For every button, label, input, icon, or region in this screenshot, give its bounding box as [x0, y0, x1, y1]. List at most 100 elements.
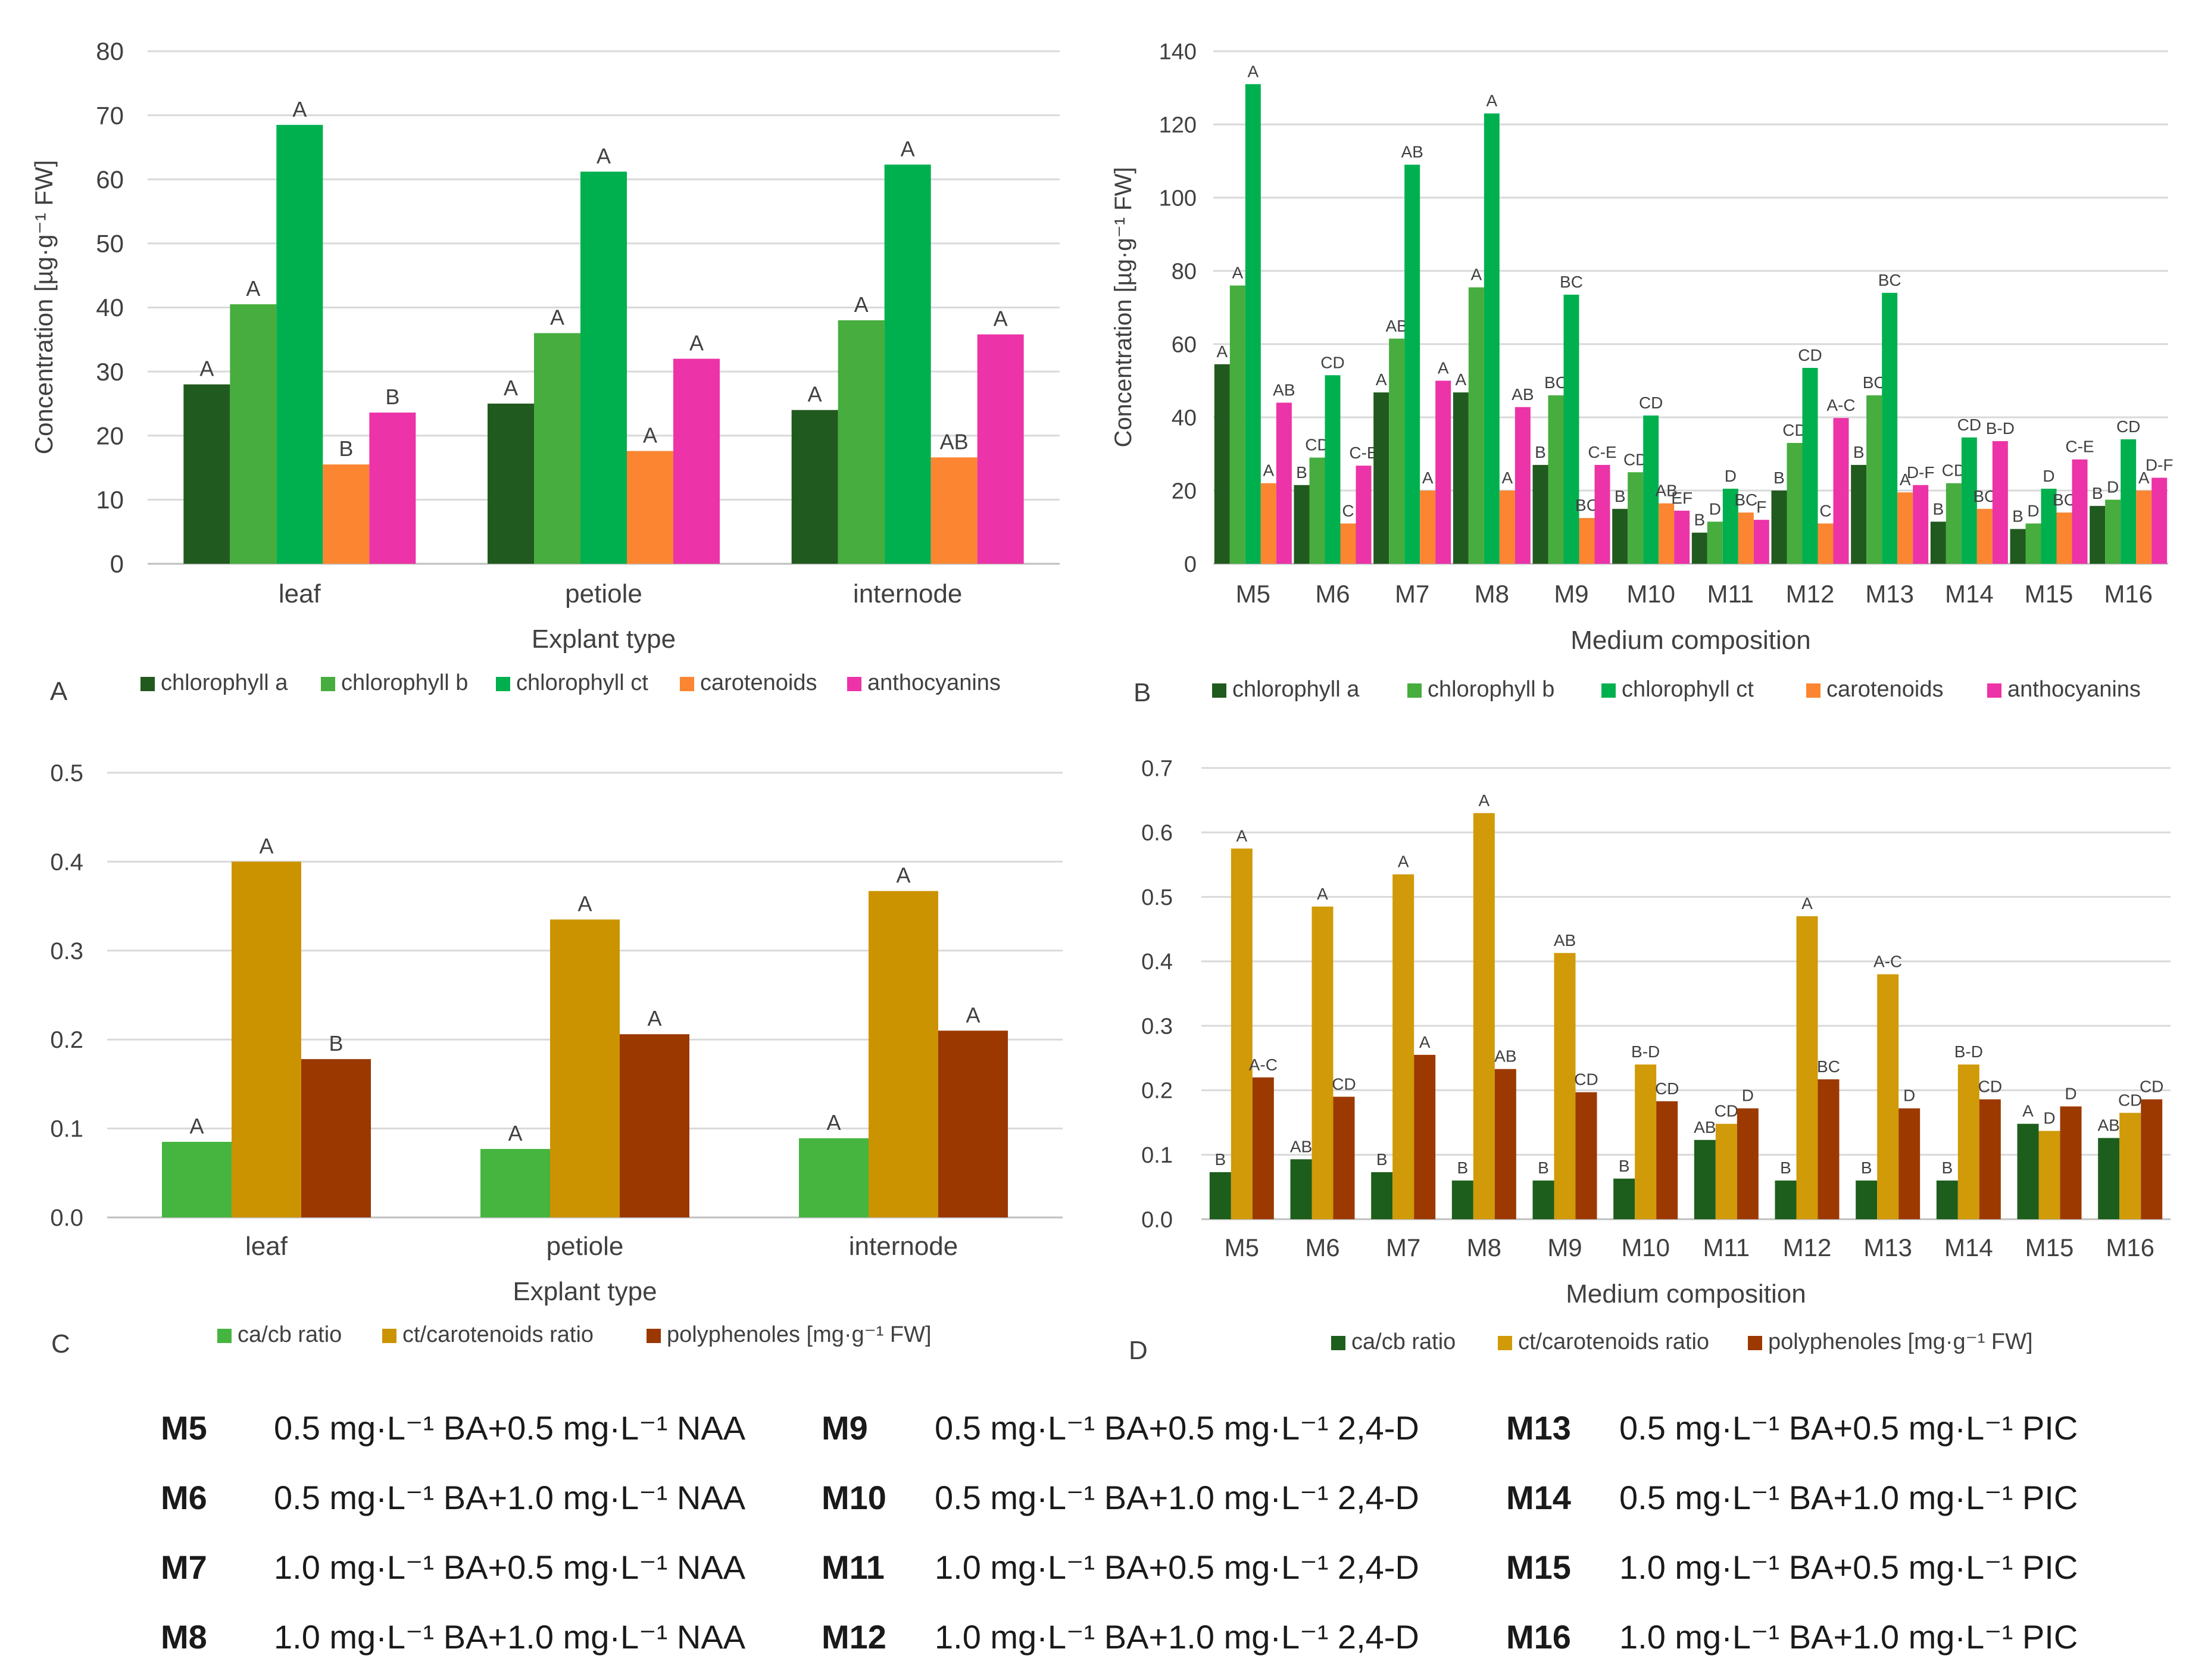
legend-entry: M13 0.5 mg·L⁻¹ BA+0.5 mg·L⁻¹ PIC	[1506, 1409, 2125, 1448]
legend-entry: M5 0.5 mg·L⁻¹ BA+0.5 mg·L⁻¹ NAA	[161, 1409, 822, 1448]
x-tick-label: M7	[1386, 1234, 1420, 1261]
bar-D-M10-2	[1656, 1101, 1678, 1219]
significance-label: B-D	[1631, 1042, 1660, 1061]
bar-B-M10-0	[1612, 508, 1628, 564]
significance-label: AB	[1512, 385, 1534, 404]
significance-label: D	[2027, 501, 2039, 520]
significance-label: A	[550, 305, 564, 330]
bar-A-leaf-0	[183, 384, 230, 564]
bar-B-M11-0	[1691, 532, 1707, 564]
bar-B-M6-1	[1309, 457, 1325, 564]
bar-D-M8-2	[1494, 1069, 1516, 1219]
legend-swatch-2	[1748, 1336, 1762, 1350]
legend-entry: M9 0.5 mg·L⁻¹ BA+0.5 mg·L⁻¹ 2,4-D	[822, 1409, 1506, 1448]
significance-label: A	[597, 143, 611, 168]
legend-entry: M12 1.0 mg·L⁻¹ BA+1.0 mg·L⁻¹ 2,4-D	[822, 1617, 1506, 1657]
bar-B-M6-2	[1325, 375, 1341, 564]
legend-label: chlorophyll a	[1232, 677, 1360, 702]
bar-B-M11-2	[1722, 488, 1738, 564]
significance-label: CD	[2140, 1078, 2163, 1096]
x-tick-label: M9	[1554, 580, 1588, 608]
x-tick-label: M6	[1305, 1234, 1339, 1261]
significance-label: CD	[1320, 353, 1344, 371]
bar-B-M10-3	[1659, 503, 1675, 564]
bar-D-M6-0	[1290, 1159, 1312, 1219]
significance-label: C	[1819, 501, 1831, 520]
significance-label: A	[966, 1003, 980, 1027]
significance-label: EF	[1671, 489, 1693, 507]
legend-swatch-3	[680, 677, 694, 691]
significance-label: B	[1694, 511, 1705, 529]
legend-swatch-4	[847, 677, 861, 691]
y-tick-label: 0.0	[1141, 1207, 1173, 1232]
y-tick-label: 0.5	[50, 760, 83, 786]
bar-B-M15-1	[2025, 523, 2041, 564]
significance-label: B	[1615, 487, 1626, 505]
bar-B-M15-2	[2041, 488, 2057, 564]
significance-label: A	[1422, 469, 1434, 487]
x-tick-label: leaf	[245, 1232, 288, 1261]
bar-B-M11-1	[1707, 522, 1723, 564]
significance-label: D	[2065, 1085, 2076, 1103]
y-tick-label: 100	[1159, 186, 1197, 211]
significance-label: A	[1455, 370, 1466, 389]
bar-B-M9-3	[1579, 518, 1595, 564]
medium-code: M13	[1506, 1409, 1571, 1447]
legend-entry: M8 1.0 mg·L⁻¹ BA+1.0 mg·L⁻¹ NAA	[161, 1617, 822, 1657]
significance-label: A	[577, 892, 592, 916]
y-tick-label: 40	[1172, 405, 1197, 430]
bar-A-leaf-2	[276, 124, 323, 564]
y-tick-label: 0.0	[50, 1205, 83, 1231]
bar-B-M14-4	[1992, 441, 2008, 564]
x-tick-label: petiole	[547, 1232, 624, 1261]
significance-label: A	[1501, 469, 1513, 487]
significance-label: AB	[1273, 380, 1295, 399]
legend-swatch-4	[1987, 683, 2001, 698]
bar-B-M12-0	[1771, 491, 1787, 564]
bar-D-M9-2	[1575, 1092, 1597, 1219]
legend-row: M7 1.0 mg·L⁻¹ BA+0.5 mg·L⁻¹ NAA M11 1.0 mg…	[161, 1532, 2125, 1602]
significance-label: A-C	[1249, 1056, 1278, 1074]
bar-D-M11-1	[1715, 1123, 1737, 1219]
significance-label: A	[901, 136, 915, 161]
bar-B-M10-2	[1643, 415, 1659, 564]
bar-C-petiole-1	[550, 919, 620, 1217]
significance-label: CD	[1574, 1070, 1598, 1089]
bar-A-petiole-0	[488, 403, 534, 564]
y-tick-label: 140	[1159, 39, 1197, 64]
bar-D-M11-2	[1737, 1108, 1759, 1219]
medium-code: M8	[161, 1617, 207, 1656]
medium-description: 0.5 mg·L⁻¹ BA+0.5 mg·L⁻¹ PIC	[1619, 1409, 2078, 1447]
x-tick-label: M8	[1467, 1234, 1501, 1261]
significance-label: A	[292, 97, 307, 121]
bar-A-internode-1	[838, 320, 885, 564]
y-tick-label: 0.1	[1141, 1143, 1173, 1168]
significance-label: D-F	[2146, 455, 2174, 474]
y-tick-label: 0.5	[1141, 885, 1173, 910]
bar-D-M6-1	[1311, 906, 1334, 1219]
significance-label: D	[1903, 1086, 1915, 1105]
x-tick-label: leaf	[279, 579, 321, 608]
legend-label: ca/cb ratio	[238, 1322, 342, 1347]
y-tick-label: 0.3	[1141, 1014, 1173, 1039]
legend-swatch-0	[1212, 683, 1226, 698]
legend-label: ct/carotenoids ratio	[1518, 1329, 1709, 1354]
bar-B-M12-4	[1833, 418, 1849, 564]
significance-label: A	[246, 276, 260, 301]
significance-label: A	[808, 382, 822, 407]
significance-label: B	[1296, 463, 1307, 482]
significance-label: AB	[1494, 1047, 1516, 1066]
legend-swatch-1	[382, 1329, 396, 1343]
significance-label: A	[689, 331, 704, 355]
bar-D-M15-0	[2017, 1123, 2039, 1219]
bar-C-leaf-1	[232, 861, 301, 1217]
medium-code: M5	[161, 1409, 207, 1447]
x-tick-label: M14	[1945, 580, 1994, 608]
bar-D-M10-0	[1613, 1178, 1635, 1219]
x-tick-label: M13	[1865, 580, 1914, 608]
legend-label: chlorophyll b	[1428, 677, 1554, 702]
legend-label: carotenoids	[1826, 677, 1943, 702]
legend-swatch-1	[1498, 1336, 1512, 1350]
bar-B-M11-3	[1738, 512, 1754, 564]
bar-B-M7-2	[1404, 164, 1420, 564]
